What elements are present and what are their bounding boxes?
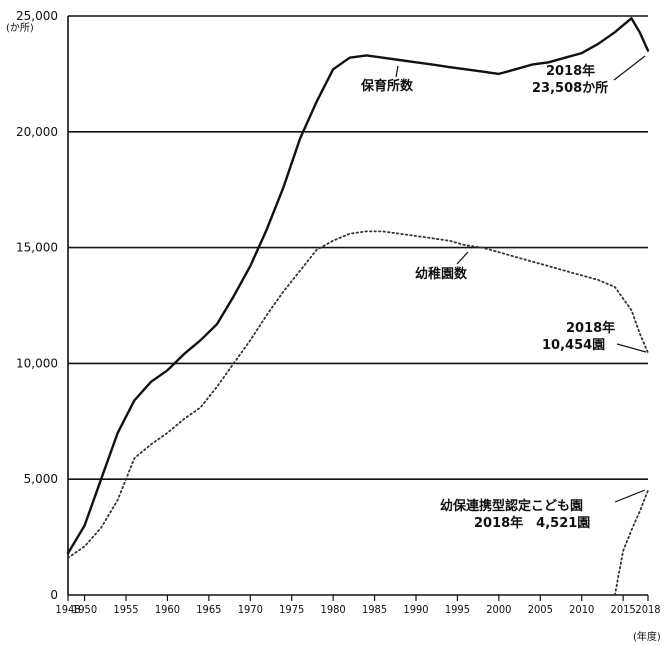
y-tick-label: 0 [50, 588, 58, 602]
yochien-name-leader [456, 251, 469, 265]
x-tick-label: 2010 [569, 603, 594, 616]
hoikusho-name-label: 保育所数 [360, 78, 414, 94]
y-tick-labels: 25,000 20,000 15,000 10,000 5,000 0 [16, 9, 58, 602]
axes [67, 16, 648, 596]
yochien-2018-line2: 10,454園 [542, 337, 605, 353]
x-tick-label: 1980 [321, 603, 346, 616]
x-tick-label: 1948 [55, 603, 80, 616]
x-tick-label: 2005 [528, 603, 553, 616]
x-tick-label: 1965 [196, 603, 221, 616]
gridlines [68, 15, 648, 481]
y-unit-label: (か所) [6, 22, 34, 34]
hoikusho-2018-line1: 2018年 [546, 63, 595, 79]
x-unit-label: (年度) [633, 630, 661, 643]
x-tick-label: 1985 [362, 603, 387, 616]
series-lines [66, 17, 650, 596]
x-tick-label: 1970 [238, 603, 263, 616]
x-tick-label: 1975 [279, 603, 304, 616]
x-tick-label: 1955 [113, 603, 138, 616]
kodomoen-2018-label: 2018年 4,521園 [474, 515, 590, 531]
series-line-2 [614, 489, 649, 596]
hoikusho-2018-line2: 23,508か所 [532, 80, 608, 96]
hoikusho-name-leader [395, 65, 399, 78]
y-tick-label: 10,000 [16, 356, 58, 370]
x-tick-label: 2018 [635, 603, 660, 616]
y-tick-label: 25,000 [16, 9, 58, 23]
x-tick-label: 1990 [403, 603, 428, 616]
series-line-1 [67, 230, 649, 559]
y-tick-label: 5,000 [24, 472, 58, 486]
x-tick-label: 1995 [445, 603, 470, 616]
yochien-name-label: 幼稚園数 [415, 266, 468, 282]
series-line-0 [66, 17, 650, 555]
y-tick-label: 20,000 [16, 125, 58, 139]
y-tick-label: 15,000 [16, 241, 58, 255]
x-tick-label: 2015 [611, 603, 636, 616]
yochien-2018-leader [616, 343, 647, 353]
yochien-2018-line1: 2018年 [566, 320, 615, 336]
x-tick-label: 1950 [72, 603, 97, 616]
kodomoen-name-leader [614, 489, 646, 503]
x-tick-label: 2000 [486, 603, 511, 616]
x-tick-label: 1960 [155, 603, 180, 616]
hoikusho-2018-leader [613, 55, 646, 81]
kodomoen-name-label: 幼保連携型認定こども園 [440, 498, 583, 514]
